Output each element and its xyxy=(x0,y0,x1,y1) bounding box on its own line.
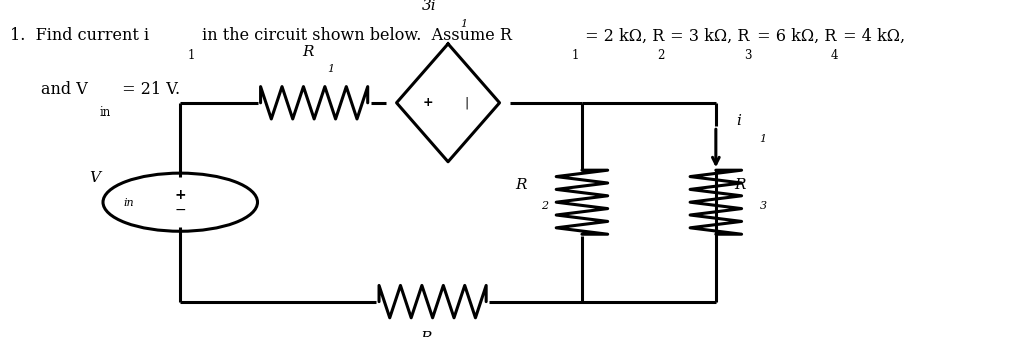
Text: 1: 1 xyxy=(328,64,335,74)
Text: R: R xyxy=(734,178,746,192)
Text: = 2 kΩ, R: = 2 kΩ, R xyxy=(580,27,664,44)
Text: in the circuit shown below.  Assume R: in the circuit shown below. Assume R xyxy=(197,27,512,44)
Text: = 21 V.: = 21 V. xyxy=(117,81,180,98)
Text: +: + xyxy=(422,96,433,109)
Text: R: R xyxy=(515,178,526,192)
Text: 3: 3 xyxy=(760,201,767,211)
Text: = 4 kΩ,: = 4 kΩ, xyxy=(838,27,905,44)
Text: 1: 1 xyxy=(572,49,579,62)
Text: −: − xyxy=(174,203,186,217)
Text: 2: 2 xyxy=(541,201,548,211)
Text: 4: 4 xyxy=(830,49,837,62)
Text: and V: and V xyxy=(41,81,88,98)
Text: i: i xyxy=(736,114,742,128)
Text: = 3 kΩ, R: = 3 kΩ, R xyxy=(665,27,750,44)
Text: 3i: 3i xyxy=(422,0,437,13)
Text: R: R xyxy=(302,44,313,59)
Text: 1: 1 xyxy=(460,19,468,29)
Text: in: in xyxy=(100,106,111,119)
Text: 2: 2 xyxy=(657,49,664,62)
Text: +: + xyxy=(174,188,186,202)
Text: 1: 1 xyxy=(187,49,195,62)
Text: 1.  Find current i: 1. Find current i xyxy=(10,27,149,44)
Text: V: V xyxy=(90,171,101,185)
Text: |: | xyxy=(464,96,469,109)
Text: = 6 kΩ, R: = 6 kΩ, R xyxy=(752,27,836,44)
Text: 3: 3 xyxy=(744,49,751,62)
Text: in: in xyxy=(124,197,134,208)
Text: R: R xyxy=(420,331,432,337)
Text: 1: 1 xyxy=(759,133,766,144)
